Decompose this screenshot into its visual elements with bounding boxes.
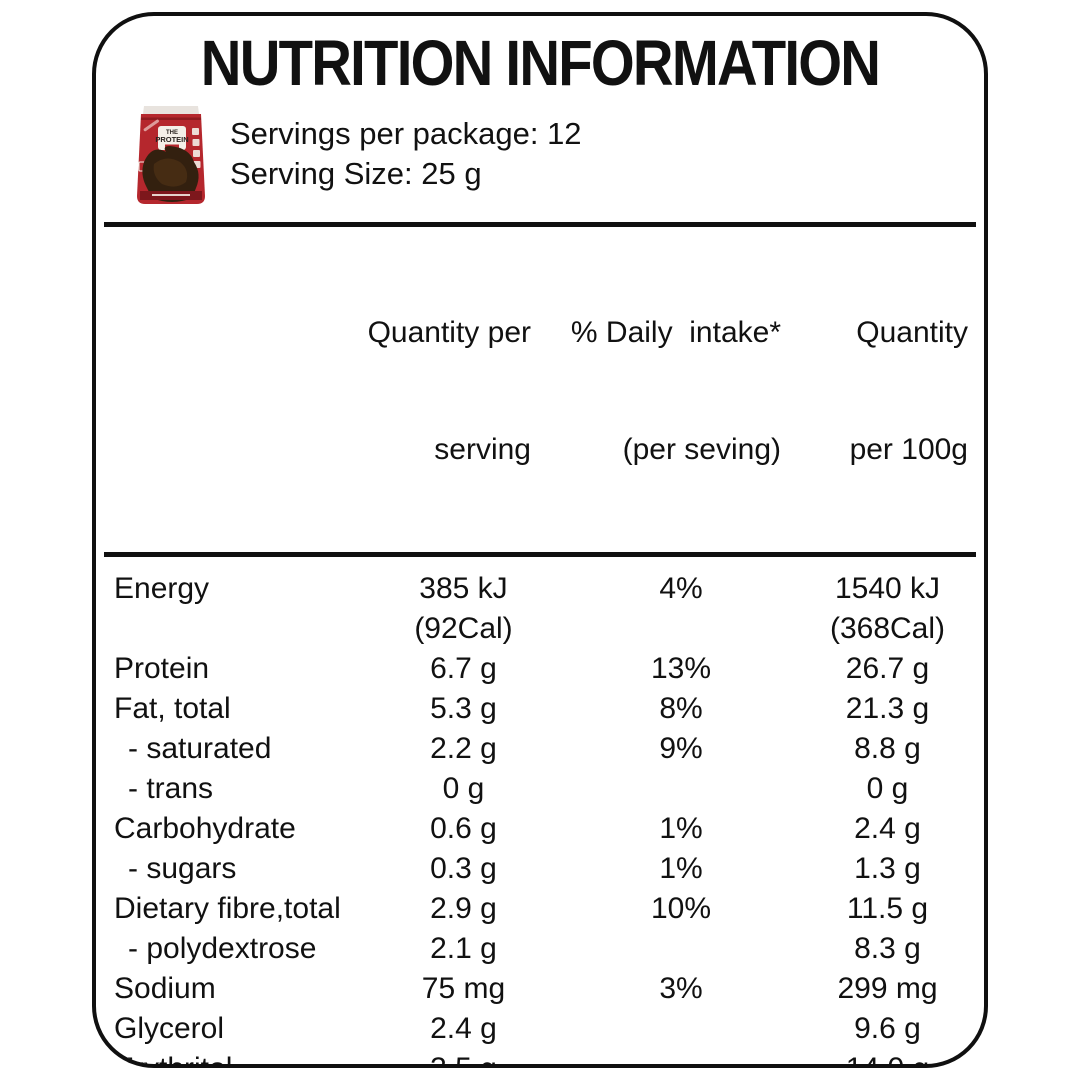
qty-per-serving-cell: 0 g bbox=[442, 772, 485, 805]
daily-intake-cell: 8% bbox=[659, 692, 703, 725]
row-label: Protein bbox=[114, 652, 210, 685]
pouch-bottom-text-line bbox=[152, 194, 190, 196]
qty-per-100g-cell: 2.4 g bbox=[854, 812, 921, 845]
qty-per-serving-cell: 2.9 g bbox=[430, 892, 497, 925]
daily-intake-cell bbox=[561, 1049, 801, 1064]
qty-per-100g-cell: 11.5 g bbox=[846, 892, 929, 925]
servings-per-package: Servings per package: 12 bbox=[230, 116, 582, 151]
qty-per-serving-cell: 75 mg bbox=[421, 972, 506, 1005]
row-label: - polydextrose bbox=[128, 932, 317, 965]
pouch-zip-line bbox=[141, 117, 201, 120]
chocolate-swirl-highlight bbox=[153, 158, 188, 187]
qty-per-100g-cell: 299 mg bbox=[837, 972, 938, 1005]
qty-per-100g-cell: 9.6 g bbox=[854, 1012, 921, 1045]
qty-per-serving-cell: 2.1 g bbox=[430, 932, 497, 965]
qty-per-100g-cell: 14.0 g bbox=[801, 1049, 974, 1064]
daily-intake-cell: 4% bbox=[659, 572, 703, 605]
divider-header bbox=[104, 552, 976, 557]
pouch-logo-word-the: THE bbox=[166, 130, 178, 136]
qty-per-serving-cell: 6.7 g bbox=[430, 652, 497, 685]
table-body: Energy 385 kJ (92Cal) 4% 1540 kJ (368Cal) Prot… bbox=[114, 557, 974, 1064]
row-label: Sodium bbox=[114, 972, 216, 1005]
table-row: Erythritol3.5 g 14.0 g bbox=[114, 1049, 974, 1064]
row-label: - saturated bbox=[128, 732, 272, 765]
pouch-top-seal bbox=[143, 106, 199, 114]
row-label: Carbohydrate bbox=[114, 812, 296, 845]
qty-per-100g-cell: 8.8 g bbox=[854, 732, 921, 765]
daily-intake-cell: 13% bbox=[650, 652, 712, 685]
qty-per-100g-cell: 1.3 g bbox=[854, 852, 921, 885]
qty-per-100g-cell: 1540 kJ (368Cal) bbox=[829, 572, 946, 645]
qty-per-100g-cell: 0 g bbox=[866, 772, 909, 805]
qty-per-serving-cell: 5.3 g bbox=[430, 692, 497, 725]
table-row: - trans 0 g 0 g bbox=[114, 769, 974, 809]
column-header-qty-per-serving: Quantity per serving bbox=[367, 316, 531, 466]
row-label: - sugars bbox=[128, 852, 237, 885]
pouch-logo-panel bbox=[158, 126, 186, 150]
serving-info-section: THE PROTEIN Servings per package: 12 Ser… bbox=[132, 100, 984, 208]
column-header-blank bbox=[114, 235, 366, 547]
table-row: Energy 385 kJ (92Cal) 4% 1540 kJ (368Cal) bbox=[114, 569, 974, 649]
daily-intake-cell bbox=[561, 769, 801, 809]
column-header-qty-per-100g: Quantity per 100g bbox=[849, 316, 968, 466]
table-row: Carbohydrate 0.6 g 1% 2.4 g bbox=[114, 809, 974, 849]
serving-lines: Servings per package: 12 Serving Size: 2… bbox=[230, 114, 582, 194]
table-row: - polydextrose 2.1 g 8.3 g bbox=[114, 929, 974, 969]
table-header-row: Quantity per serving % Daily intake* (pe… bbox=[114, 227, 974, 552]
qty-per-100g-cell: 21.3 g bbox=[845, 692, 930, 725]
row-label: Erythritol bbox=[114, 1049, 366, 1064]
row-label: Dietary fibre,total bbox=[114, 892, 341, 925]
daily-intake-cell bbox=[561, 929, 801, 969]
daily-intake-cell: 9% bbox=[659, 732, 703, 765]
daily-intake-cell: 3% bbox=[659, 972, 703, 1005]
qty-per-serving-cell: 2.2 g bbox=[430, 732, 497, 765]
divider-top bbox=[104, 222, 976, 227]
row-label: Glycerol bbox=[114, 1012, 225, 1045]
serving-size: Serving Size: 25 g bbox=[230, 156, 482, 191]
qty-per-serving-cell: 0.6 g bbox=[430, 812, 497, 845]
page-title: NUTRITION INFORMATION bbox=[200, 27, 881, 99]
product-pouch-image: THE PROTEIN bbox=[137, 106, 205, 204]
daily-intake-cell: 1% bbox=[659, 852, 703, 885]
qty-per-serving-cell: 0.3 g bbox=[430, 852, 497, 885]
table-row: Protein 6.7 g 13% 26.7 g bbox=[114, 649, 974, 689]
nutrition-label-card: NUTRITION INFORMATION THE PROTEIN Se bbox=[92, 12, 988, 1068]
qty-per-serving-cell: 3.5 g bbox=[366, 1049, 561, 1064]
pouch-brand-text: PROTEIN bbox=[155, 135, 188, 144]
table-row: - saturated 2.2 g 9% 8.8 g bbox=[114, 729, 974, 769]
row-label: Energy bbox=[114, 572, 210, 605]
row-label: - trans bbox=[128, 772, 214, 805]
pouch-diagonal-flash bbox=[143, 119, 159, 132]
column-header-daily-intake: % Daily intake* (per seving) bbox=[570, 316, 781, 466]
daily-intake-cell bbox=[561, 1009, 801, 1049]
row-label: Fat, total bbox=[114, 692, 231, 725]
table-row: - sugars 0.3 g 1% 1.3 g bbox=[114, 849, 974, 889]
daily-intake-cell: 10% bbox=[650, 892, 712, 925]
table-row: Glycerol 2.4 g 9.6 g bbox=[114, 1009, 974, 1049]
qty-per-100g-cell: 8.3 g bbox=[854, 932, 921, 965]
qty-per-serving-cell: 2.4 g bbox=[430, 1012, 497, 1045]
qty-per-serving-cell: 385 kJ (92Cal) bbox=[414, 572, 513, 645]
qty-per-100g-cell: 26.7 g bbox=[845, 652, 930, 685]
table-row: Sodium 75 mg 3% 299 mg bbox=[114, 969, 974, 1009]
table-row: Fat, total 5.3 g 8% 21.3 g bbox=[114, 689, 974, 729]
daily-intake-cell: 1% bbox=[659, 812, 703, 845]
table-row: Dietary fibre,total 2.9 g 10% 11.5 g bbox=[114, 889, 974, 929]
